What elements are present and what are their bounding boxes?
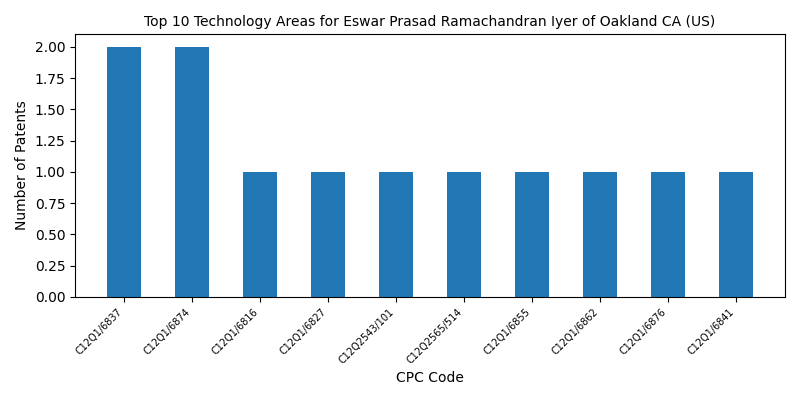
Bar xyxy=(243,172,277,297)
Bar xyxy=(718,172,753,297)
Bar xyxy=(175,47,210,297)
Bar xyxy=(311,172,345,297)
Bar xyxy=(515,172,549,297)
Bar xyxy=(107,47,142,297)
Bar xyxy=(447,172,481,297)
Bar xyxy=(379,172,413,297)
Bar xyxy=(651,172,685,297)
Bar xyxy=(583,172,617,297)
Title: Top 10 Technology Areas for Eswar Prasad Ramachandran Iyer of Oakland CA (US): Top 10 Technology Areas for Eswar Prasad… xyxy=(144,15,716,29)
Y-axis label: Number of Patents: Number of Patents xyxy=(15,101,29,230)
X-axis label: CPC Code: CPC Code xyxy=(396,371,464,385)
